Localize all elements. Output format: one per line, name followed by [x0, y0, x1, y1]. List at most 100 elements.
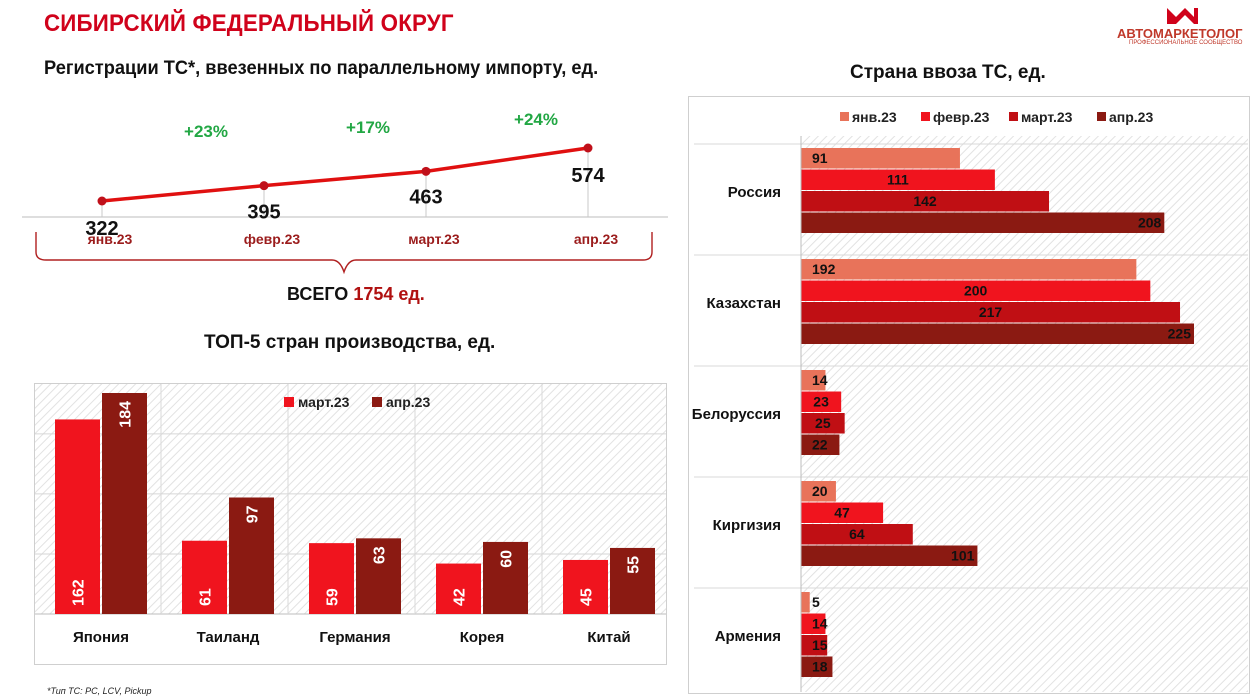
- top5-bar-label: 55: [626, 556, 643, 574]
- total-bracket: [35, 232, 653, 275]
- country-bar-label: 101: [951, 548, 975, 564]
- legend-swatch: [372, 397, 382, 407]
- country-bar-label: 23: [813, 394, 829, 410]
- logo: [1167, 8, 1198, 24]
- growth-label: +23%: [184, 122, 228, 141]
- country-bar-label: 22: [812, 437, 828, 453]
- country-bar: [801, 434, 840, 455]
- country-bar-label: 91: [812, 150, 828, 166]
- top5-bar: [229, 497, 274, 614]
- line-value-label: 574: [571, 165, 605, 187]
- country-bar-label: 15: [812, 637, 828, 653]
- country-label: Киргизия: [713, 517, 781, 534]
- top5-category-label: Таиланд: [197, 629, 260, 646]
- top5-bar-label: 184: [118, 401, 135, 428]
- line-series: [101, 146, 589, 203]
- country-bar: [801, 502, 884, 523]
- legend-swatch: [1009, 112, 1018, 121]
- month-label: март.23: [408, 231, 460, 247]
- top5-bar-chart: 162 184 Япония 61 97 Таиланд 59 63 Германия 42 60 К…: [34, 383, 667, 665]
- month-label: янв.23: [88, 231, 133, 247]
- month-label: апр.23: [574, 231, 618, 247]
- top5-bar: [309, 543, 354, 614]
- growth-label: +24%: [514, 110, 558, 129]
- country-bar: [801, 191, 1050, 212]
- top5-category-label: Корея: [460, 629, 505, 646]
- top5-bar: [182, 540, 227, 614]
- country-bar-label: 14: [812, 372, 828, 388]
- line-chart-title: Регистрации ТС*, ввезенных по параллельн…: [44, 58, 599, 79]
- top5-bar-label: 97: [245, 505, 262, 523]
- top5-bar: [356, 538, 401, 614]
- top5-bar: [563, 559, 608, 614]
- country-bar: [801, 370, 826, 391]
- country-bar-label: 14: [812, 616, 828, 632]
- country-label: Казахстан: [706, 295, 781, 312]
- top5-bar: [102, 393, 147, 614]
- country-bar: [801, 169, 995, 190]
- legend-label: март.23: [1021, 109, 1073, 125]
- total-summary: ВСЕГО 1754 ед.: [287, 284, 425, 305]
- line-point: [259, 181, 269, 191]
- top5-category-label: Япония: [73, 629, 129, 646]
- total-label: ВСЕГО: [287, 284, 349, 304]
- country-bar: [801, 413, 845, 434]
- legend-swatch: [284, 397, 294, 407]
- import-country-chart-title: Страна ввоза ТС, ед.: [850, 62, 1046, 83]
- logo-mark-icon: [1167, 8, 1198, 24]
- country-bar-label: 200: [964, 283, 988, 299]
- line-point: [421, 166, 431, 176]
- top5-bar: [436, 563, 481, 614]
- country-bar-label: 5: [812, 594, 820, 610]
- month-label: февр.23: [244, 231, 301, 247]
- line-value-label: 463: [409, 186, 442, 208]
- country-bar: [801, 259, 1137, 280]
- line-point: [97, 196, 107, 206]
- legend-label: февр.23: [933, 109, 990, 125]
- top5-bar-label: 61: [198, 588, 215, 606]
- registrations-line-chart: 322 395 463 574 +23% +17% +24% янв.23 февр.23 мар…: [22, 110, 668, 275]
- country-bar: [801, 613, 826, 634]
- country-bar: [801, 592, 810, 613]
- legend-label: март.23: [298, 394, 350, 410]
- country-label: Армения: [715, 628, 781, 645]
- growth-label: +17%: [346, 118, 390, 137]
- legend-swatch: [921, 112, 930, 121]
- country-bar-label: 217: [979, 304, 1003, 320]
- country-bar: [801, 656, 833, 677]
- top5-bar-label: 162: [71, 579, 88, 606]
- top5-bar-label: 60: [499, 550, 516, 568]
- line-value-label: 395: [247, 202, 280, 224]
- top5-bar-label: 42: [452, 588, 469, 606]
- country-bar-label: 47: [834, 505, 850, 521]
- total-value: 1754 ед.: [353, 284, 425, 304]
- country-bar-label: 64: [849, 526, 865, 542]
- country-bar: [801, 545, 978, 566]
- line-value-label: 322: [85, 218, 118, 240]
- country-bar: [801, 280, 1151, 301]
- country-bar-label: 111: [887, 172, 909, 188]
- import-country-bar-chart: янв.23 февр.23 март.23 апр.23Россия91111142…: [688, 96, 1250, 694]
- country-label: Белоруссия: [692, 406, 781, 423]
- logo-tagline: ПРОФЕССИОНАЛЬНОЕ СООБЩЕСТВО: [1129, 40, 1243, 46]
- top5-bar-label: 45: [579, 588, 596, 606]
- country-bar: [801, 635, 828, 656]
- logo-name: АВТОМАРКЕТОЛОГ: [1117, 26, 1243, 41]
- top5-bar: [483, 541, 528, 614]
- top5-bar-label: 63: [372, 546, 389, 564]
- country-bar-label: 142: [913, 193, 937, 209]
- country-bar-label: 25: [815, 415, 831, 431]
- page-title: СИБИРСКИЙ ФЕДЕРАЛЬНЫЙ ОКРУГ: [44, 10, 454, 37]
- country-bar: [801, 212, 1165, 233]
- country-bar: [801, 481, 836, 502]
- legend-label: апр.23: [386, 394, 430, 410]
- legend-label: янв.23: [852, 109, 897, 125]
- footnote: *Тип ТС: PC, LCV, Pickup: [47, 686, 152, 696]
- country-bar: [801, 302, 1181, 323]
- top5-bar-label: 59: [325, 588, 342, 606]
- top5-category-label: Германия: [319, 629, 390, 646]
- top5-category-label: Китай: [587, 629, 630, 646]
- top5-bar: [610, 547, 655, 614]
- top5-chart-title: ТОП-5 стран производства, ед.: [204, 332, 496, 353]
- country-bar-label: 208: [1138, 215, 1162, 231]
